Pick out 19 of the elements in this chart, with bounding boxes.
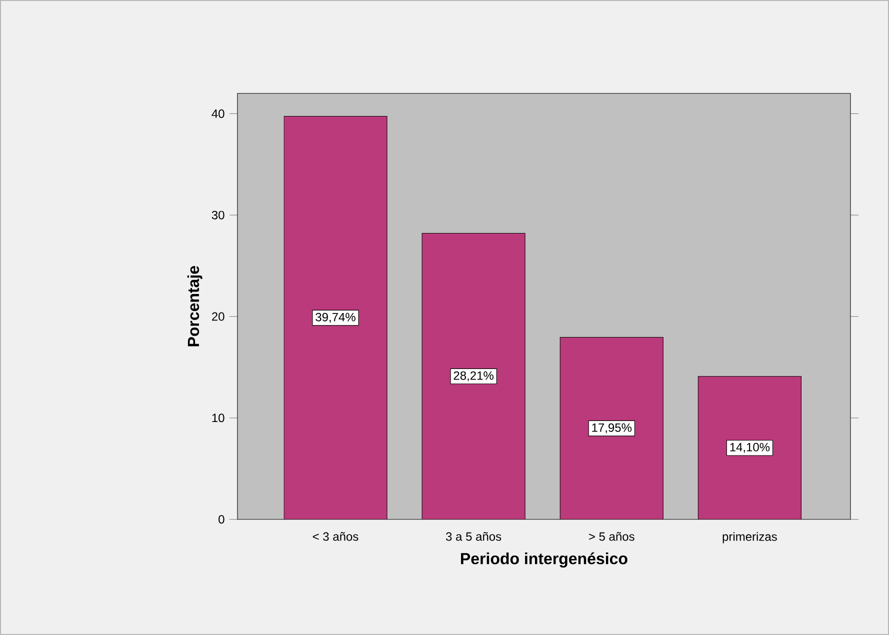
x-tick-label: primerizas bbox=[722, 532, 777, 544]
y-tick-label: 10 bbox=[212, 414, 224, 422]
data-label: 39,74% bbox=[316, 312, 356, 323]
y-tick-label: 40 bbox=[212, 109, 224, 118]
y-axis-title: Porcentaje bbox=[187, 266, 202, 346]
x-tick-label: > 5 años bbox=[589, 532, 634, 541]
bar bbox=[560, 337, 664, 520]
y-tick-label: 0 bbox=[218, 515, 224, 524]
data-label: 17,95% bbox=[592, 423, 632, 434]
y-tick-label: 20 bbox=[212, 312, 224, 321]
data-label: 14,10% bbox=[730, 442, 770, 453]
bar bbox=[698, 376, 802, 520]
y-tick-label: 30 bbox=[212, 210, 224, 220]
data-label: 28,21% bbox=[454, 371, 494, 382]
bar bbox=[284, 116, 388, 520]
x-axis-title: Periodo intergenésico bbox=[461, 552, 628, 568]
x-tick-label: 3 a 5 años bbox=[446, 532, 502, 541]
x-tick-label: < 3 años bbox=[312, 532, 358, 541]
bar bbox=[422, 232, 526, 520]
